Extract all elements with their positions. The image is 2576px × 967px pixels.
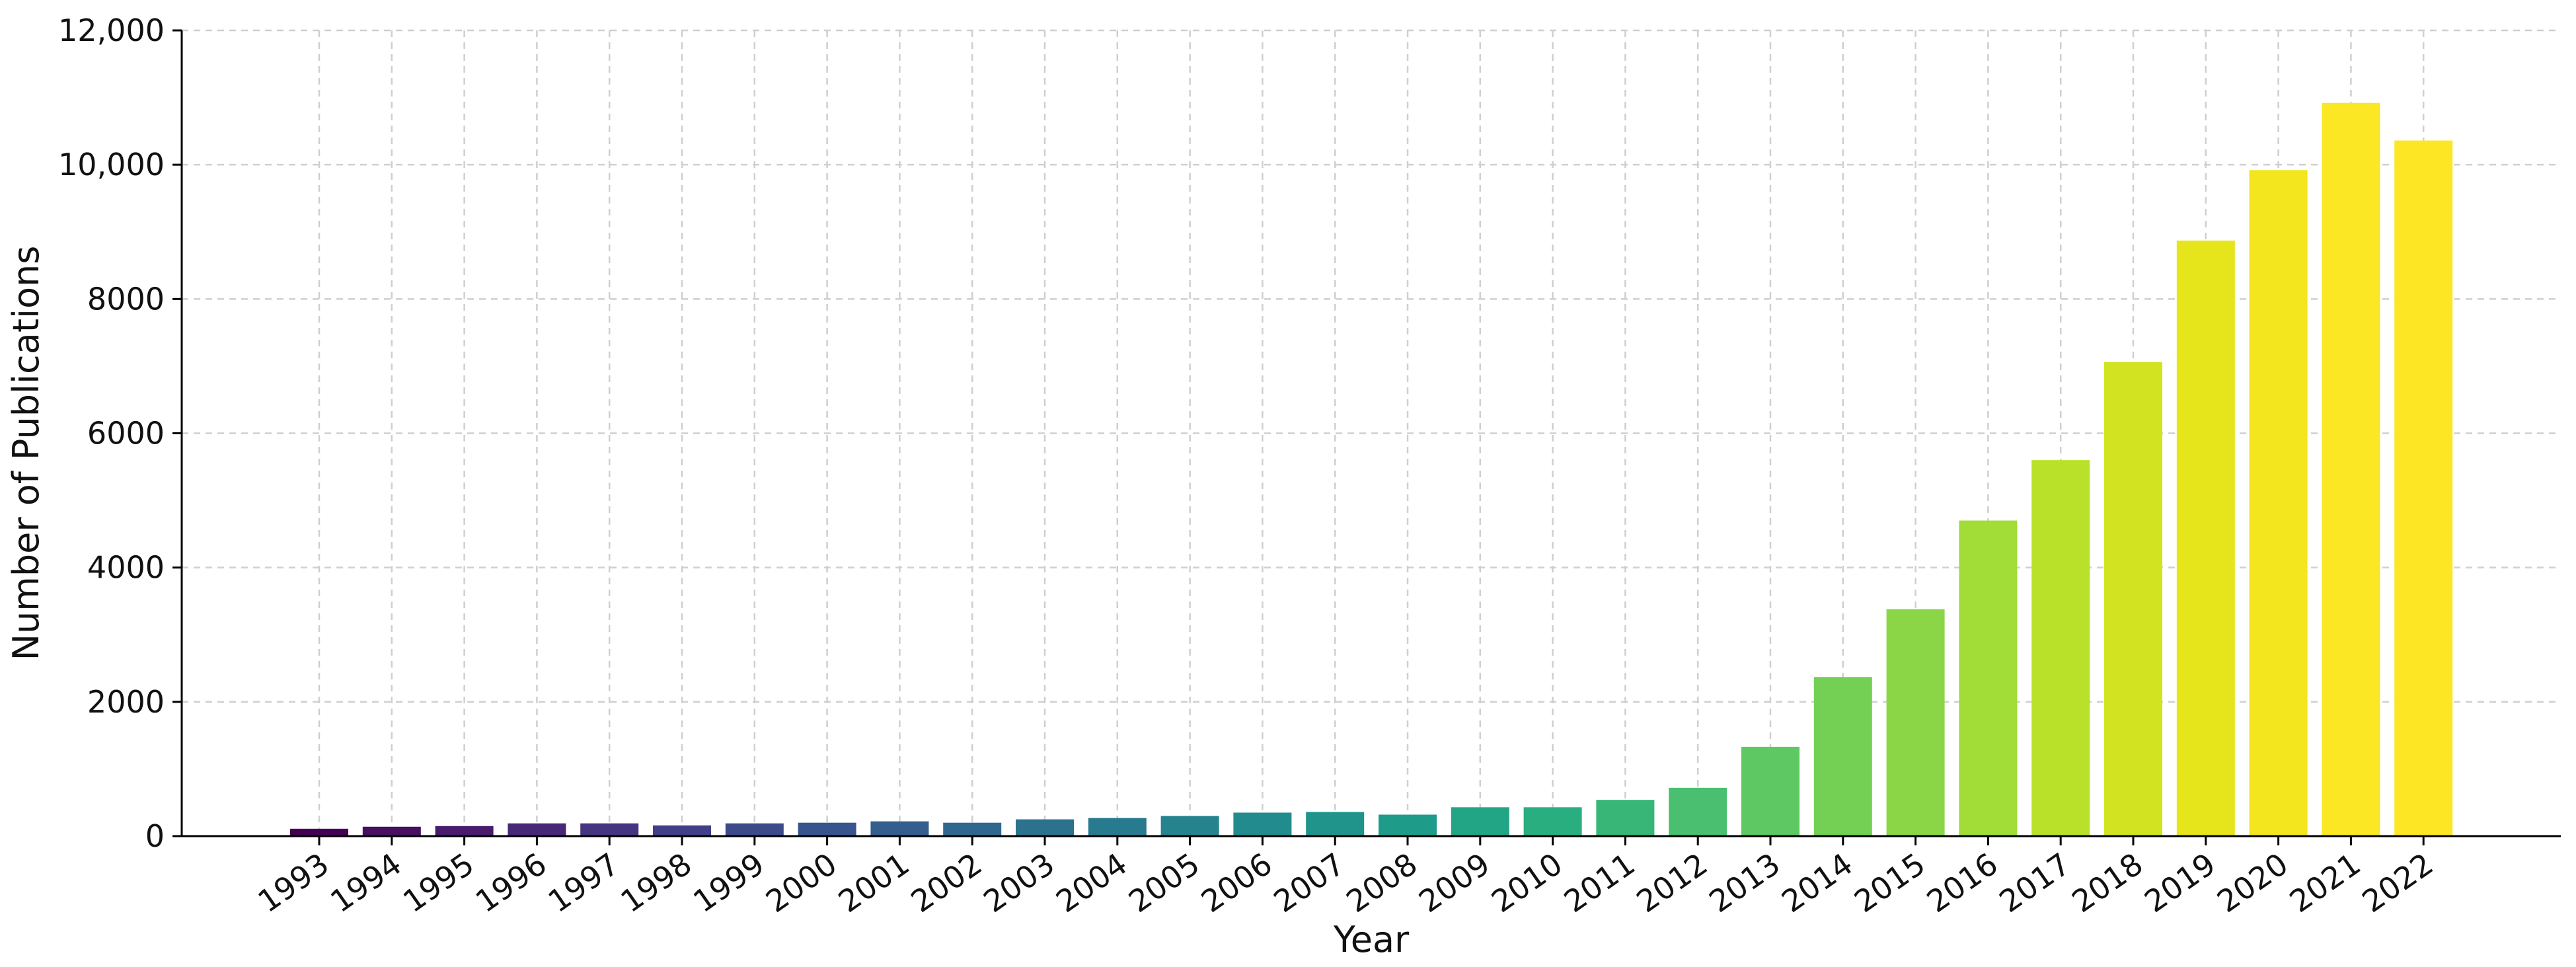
- bar-1995: [435, 826, 494, 836]
- bar-1998: [653, 825, 711, 836]
- x-axis-title: Year: [1333, 919, 1410, 960]
- x-ticks: 1993199419951996199719981999200020012002…: [251, 836, 2440, 919]
- x-tick-label: 2018: [2065, 846, 2149, 919]
- y-tick-label: 10,000: [58, 147, 165, 182]
- x-tick-label: 2004: [1049, 846, 1133, 919]
- x-tick-label: 2017: [1993, 846, 2077, 919]
- y-tick-label: 12,000: [58, 13, 165, 48]
- x-tick-label: 2014: [1775, 846, 1859, 919]
- x-tick-label: 2006: [1195, 846, 1279, 919]
- bar-2018: [2104, 362, 2162, 836]
- bar-2014: [1813, 677, 1872, 836]
- x-tick-label: 2021: [2283, 846, 2367, 919]
- y-tick-label: 8000: [87, 281, 165, 317]
- bar-2011: [1596, 800, 1655, 836]
- x-tick-label: 2008: [1340, 846, 1423, 919]
- y-ticks: 0 2000 4000 6000 8000 10,000 12,000: [58, 13, 182, 854]
- bar-2022: [2394, 140, 2453, 836]
- x-tick-label: 2001: [832, 846, 916, 919]
- x-tick-label: 1996: [469, 846, 553, 919]
- bar-2012: [1669, 787, 1727, 836]
- bar-2002: [943, 822, 1002, 836]
- x-tick-label: 2020: [2211, 846, 2294, 919]
- x-tick-label: 2007: [1268, 846, 1351, 919]
- bar-1996: [508, 823, 566, 836]
- bar-2020: [2249, 170, 2308, 836]
- bar-1997: [580, 823, 639, 836]
- bar-2019: [2176, 240, 2235, 837]
- x-tick-label: 2005: [1122, 846, 1206, 919]
- bar-2013: [1741, 746, 1799, 836]
- y-axis-title: Number of Publications: [5, 246, 47, 661]
- x-tick-label: 1995: [397, 846, 480, 919]
- bar-2001: [870, 821, 929, 836]
- x-tick-label: 2002: [905, 846, 989, 919]
- bar-1999: [725, 823, 784, 836]
- bar-2009: [1451, 807, 1509, 836]
- bar-2000: [798, 822, 856, 836]
- y-tick-label: 2000: [87, 684, 165, 720]
- y-tick-label: 4000: [87, 550, 165, 586]
- bar-1993: [290, 828, 348, 836]
- x-tick-label: 2012: [1630, 846, 1714, 919]
- bar-2004: [1088, 818, 1147, 836]
- bar-2021: [2322, 102, 2380, 837]
- bar-2005: [1160, 816, 1219, 836]
- x-tick-label: 1993: [251, 846, 335, 919]
- x-tick-label: 2003: [977, 846, 1061, 919]
- x-tick-label: 2013: [1702, 846, 1786, 919]
- y-tick-label: 0: [145, 818, 165, 854]
- x-tick-label: 1997: [542, 846, 626, 919]
- x-tick-label: 1999: [687, 846, 771, 919]
- bar-2017: [2031, 460, 2090, 836]
- x-tick-label: 2011: [1558, 846, 1642, 919]
- x-tick-label: 2015: [1848, 846, 1932, 919]
- y-tick-label: 6000: [87, 416, 165, 451]
- x-tick-label: 1998: [614, 846, 698, 919]
- x-tick-label: 2019: [2138, 846, 2222, 919]
- x-tick-label: 2022: [2356, 846, 2440, 919]
- bar-2006: [1233, 812, 1292, 836]
- x-tick-label: 2016: [1920, 846, 2004, 919]
- bar-2003: [1016, 819, 1074, 836]
- bars: [290, 102, 2453, 837]
- x-tick-label: 2000: [759, 846, 843, 919]
- bar-2010: [1523, 807, 1582, 836]
- x-tick-label: 2009: [1412, 846, 1496, 919]
- bar-2015: [1886, 609, 1945, 836]
- bar-2008: [1379, 814, 1437, 836]
- x-tick-label: 2010: [1485, 846, 1569, 919]
- bar-2007: [1306, 812, 1365, 836]
- bar-2016: [1959, 520, 2018, 836]
- x-tick-label: 1994: [324, 846, 408, 919]
- bar-1994: [362, 826, 421, 836]
